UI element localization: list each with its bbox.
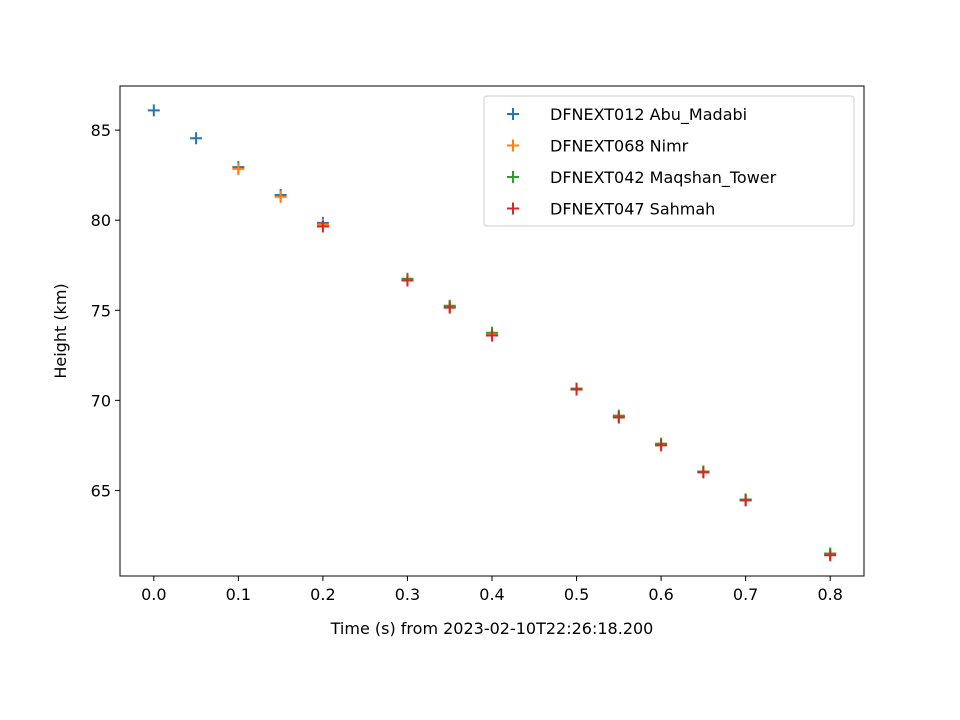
data-point <box>274 190 287 203</box>
x-tick-label: 0.5 <box>564 585 589 604</box>
y-tick-label: 70 <box>91 391 111 410</box>
data-point <box>739 494 752 507</box>
x-tick-label: 0.7 <box>733 585 758 604</box>
data-point <box>147 104 160 117</box>
series-3 <box>316 220 837 562</box>
y-tick-label: 85 <box>91 121 111 140</box>
y-tick-label: 80 <box>91 211 111 230</box>
data-points <box>147 104 837 562</box>
y-axis-label: Height (km) <box>51 283 70 378</box>
legend-entry: DFNEXT012 Abu_Madabi <box>550 105 747 125</box>
data-point <box>443 301 456 314</box>
y-tick-label: 65 <box>91 481 111 500</box>
data-point <box>570 383 583 396</box>
y-axis-ticks: 65 70 75 80 85 <box>91 121 120 500</box>
x-axis-label: Time (s) from 2023-02-10T22:26:18.200 <box>330 619 654 638</box>
x-tick-label: 0.6 <box>648 585 673 604</box>
data-point <box>486 329 498 342</box>
x-tick-label: 0.8 <box>817 585 842 604</box>
x-tick-label: 0.1 <box>226 585 251 604</box>
legend-marker <box>507 202 519 215</box>
legend-marker <box>507 139 519 152</box>
x-axis-ticks: 0.0 0.1 0.2 0.3 0.4 0.5 0.6 0.7 0.8 <box>141 576 843 604</box>
legend-marker <box>507 108 519 120</box>
data-point <box>232 162 245 175</box>
legend: DFNEXT012 Abu_Madabi DFNEXT068 Nimr DFNEXT… <box>483 95 855 227</box>
x-tick-label: 0.3 <box>395 585 420 604</box>
data-point <box>824 549 837 562</box>
x-tick-label: 0.2 <box>310 585 335 604</box>
data-point <box>190 132 203 145</box>
x-tick-label: 0.0 <box>141 585 166 604</box>
data-point <box>316 220 329 233</box>
data-point <box>655 439 668 452</box>
legend-box <box>483 95 855 227</box>
axes-frame <box>119 85 865 577</box>
legend-marker <box>507 171 519 183</box>
data-point <box>697 466 710 479</box>
y-tick-label: 75 <box>91 301 111 320</box>
legend-entry: DFNEXT068 Nimr <box>550 137 689 156</box>
legend-entry: DFNEXT047 Sahmah <box>550 200 715 219</box>
data-point <box>401 274 414 287</box>
legend-entry: DFNEXT042 Maqshan_Tower <box>550 168 777 188</box>
x-tick-label: 0.4 <box>479 585 504 604</box>
data-point <box>612 411 625 424</box>
